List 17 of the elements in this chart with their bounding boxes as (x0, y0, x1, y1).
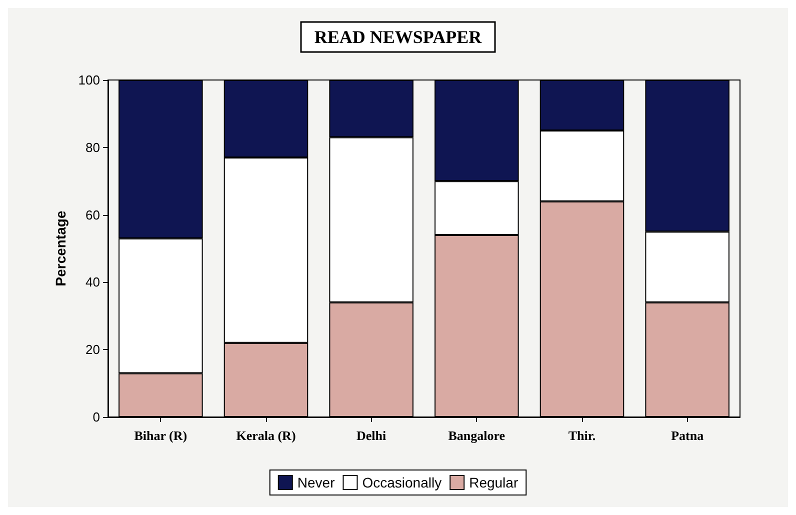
x-tick-label: Bangalore (448, 428, 506, 443)
x-tick-label: Delhi (356, 428, 387, 443)
y-axis-title: Percentage (52, 210, 68, 286)
legend-label: Never (297, 474, 336, 490)
chart-title: READ NEWSPAPER (314, 27, 483, 47)
y-tick-label: 60 (86, 207, 100, 222)
x-tick-label: Thir. (568, 428, 596, 443)
legend-label: Regular (469, 474, 518, 490)
y-tick-label: 0 (92, 410, 100, 424)
x-tick-label: Patna (671, 428, 704, 443)
y-tick-label: 40 (86, 274, 100, 290)
x-tick-label: Kerala (R) (236, 428, 296, 443)
y-tick-label: 20 (86, 342, 100, 358)
legend-label: Occasionally (362, 474, 442, 490)
y-tick-label: 80 (86, 140, 100, 155)
x-tick-label: Bihar (R) (134, 428, 188, 443)
y-tick-label: 100 (78, 72, 100, 88)
